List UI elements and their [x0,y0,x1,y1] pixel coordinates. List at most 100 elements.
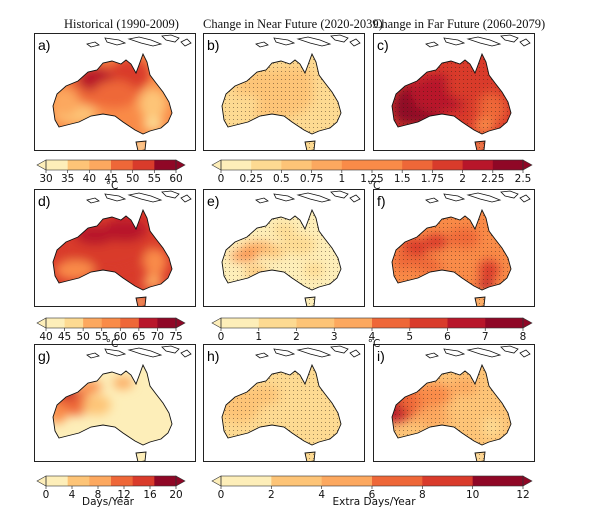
colorbar-segment [485,318,524,328]
colorbar-segment [221,476,272,486]
island-coastline [273,37,296,46]
island-coastline [104,193,127,202]
colorbar-segment [462,160,494,170]
colorbar-segment [111,476,134,486]
colorbar-tick-label: 10 [465,489,480,501]
island-coastline [127,192,163,203]
column-title-far-future: Change in Far Future (2060-2079) [373,17,546,31]
colorbar-segment [447,318,486,328]
colorbar-tick-label: 55 [95,331,109,343]
island-coastline [180,38,192,47]
colorbar-tick-label: 0.75 [299,173,324,185]
column-title-historical: Historical (1990-2009) [64,17,179,31]
colorbar-unit-label: °C [367,338,381,350]
colorbar-tick-label: 40 [39,331,53,343]
colorbar-max-extend [522,159,533,171]
map-panel-c: c) [373,33,535,151]
colorbar-tick-label: 30 [39,173,53,185]
colorbar-segment [154,160,177,170]
colorbar-tick-label: 1.75 [420,173,445,185]
colorbar-tick-label: 8 [519,331,527,343]
mainland-coastline [391,363,512,446]
colorbar-tick-label: 50 [125,173,140,185]
island-coastline [296,347,332,358]
colorbar-segment [432,160,464,170]
colorbar-segment [46,318,66,328]
map-panel-e: e) [203,189,365,307]
colorbar-tick-label: 2.25 [481,173,505,185]
colorbar-tick-label: 0 [217,331,225,343]
mainland-coastline [52,52,173,135]
colorbar-frame [45,317,177,329]
colorbar-frame [45,475,177,487]
colorbar-tick-label: 75 [169,331,183,343]
colorbar-tick-label: 2 [293,331,300,343]
mainland-coastline [391,208,512,291]
colorbar-segment [157,318,177,328]
field-shade [113,377,133,389]
colorbar-segment [402,160,433,170]
colorbar-tick-label: 50 [76,331,90,343]
colorbar-segment [221,160,252,170]
colorbar-tick-label: 5 [406,331,414,343]
map-panel-d: d) [34,189,196,307]
colorbar-tick-label: 8 [418,489,426,501]
panel-label: a) [38,37,51,53]
colorbar-tick-label: 4 [318,489,325,501]
colorbar-segment [321,476,373,486]
colorbar-tick-label: 60 [113,331,127,343]
colorbar-tick-label: 40 [82,173,97,185]
colorbar-tick-label: 12 [516,489,530,501]
island-coastline [296,36,332,47]
island-coastline [86,352,100,359]
island-coastline [127,36,163,47]
island-coastline [255,41,269,48]
colorbar-unit-label: Days/Year [82,496,134,508]
colorbar-tick-label: 16 [143,489,157,501]
tasmania-coastline [474,296,486,306]
colorbar-segment [138,318,158,328]
field-shade [143,117,163,131]
colorbar-tick-label: 1.25 [360,173,384,185]
colorbar-segment [251,160,282,170]
island-coastline [500,345,519,354]
colorbar-segment [472,476,524,486]
colorbar-segment [154,476,177,486]
mainland-coastline [221,363,342,446]
colorbar-tick-label: 2 [267,489,275,501]
colorbar-tick-label: 65 [132,331,146,343]
island-coastline [466,36,502,47]
colorbar-tick-label: 8 [94,489,102,501]
colorbar-tick-label: 1 [255,331,263,343]
colorbar-max-extend [175,159,186,171]
tasmania-coastline [135,451,147,461]
field-shade [143,275,163,289]
mainland-coastline [221,52,342,135]
colorbar-tick-label: 1.5 [393,173,411,185]
field-shade [53,88,79,116]
map-panel-g: g) [34,344,196,462]
tasmania-coastline [304,296,316,306]
colorbar-tick-label: 4 [368,331,376,343]
column-title-near-future: Change in Near Future (2020-2039) [203,17,383,31]
colorbar-tick-label: 45 [57,331,72,343]
colorbar-segment [281,160,313,170]
colorbar-row2-hist [36,317,186,331]
colorbar-tick-label: 45 [104,173,118,185]
field-shade [75,225,115,245]
map-panel-b: b) [203,33,365,151]
panel-label: h) [207,348,220,364]
colorbar-min-extend [36,475,47,487]
field-shade [143,248,167,276]
colorbar-segment [132,160,155,170]
map-panel-h: h) [203,344,365,462]
island-coastline [104,37,127,46]
colorbar-tick-label: 60 [169,173,183,185]
field-shade [83,395,111,415]
colorbar-segment [372,318,411,328]
colorbar-segment [67,160,90,170]
field-shade [53,403,67,423]
island-coastline [425,41,439,48]
island-coastline [443,348,466,357]
